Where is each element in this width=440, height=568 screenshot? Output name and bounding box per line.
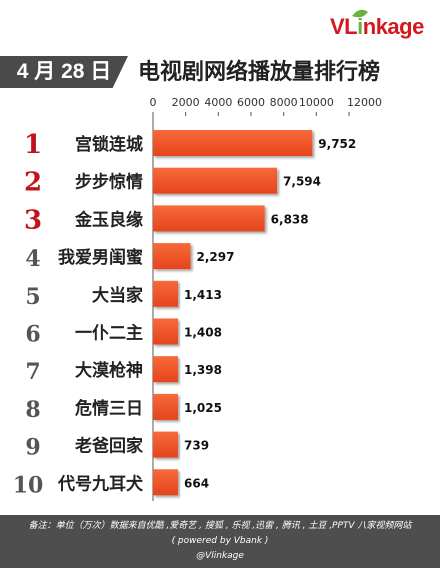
category-label: 一仆二主 [75,323,143,344]
x-tick-label: 12000 [347,96,382,109]
value-label: 1,398 [184,363,222,377]
rank-label: 5 [25,284,40,310]
x-tick-label: 2000 [172,96,200,109]
bar [153,393,178,420]
rank-label: 3 [24,205,42,235]
value-label: 1,025 [184,401,222,415]
rank-label: 4 [25,246,40,272]
category-label: 代号九耳犬 [57,473,144,494]
footer-credit: @Vlinkage [196,551,244,561]
rank-label: 1 [24,130,42,160]
bar [153,167,278,194]
value-label: 7,594 [283,175,321,189]
category-label: 宫锁连城 [75,134,143,155]
category-label: 大漠枪神 [75,360,143,381]
bar [153,205,265,232]
value-label: 2,297 [197,250,235,264]
category-label: 大当家 [92,285,143,306]
x-tick-label: 0 [150,96,157,109]
rank-label: 9 [25,435,40,461]
category-label: 步步惊情 [75,172,143,193]
logo-leaf-icon [352,9,368,18]
category-label: 老爸回家 [74,436,143,457]
bar [153,243,191,270]
value-label: 6,838 [271,212,309,226]
value-label: 1,408 [184,326,222,340]
rank-label: 8 [25,397,40,423]
date-banner: 4 月 28 日 [0,56,128,88]
category-label: 我爱男闺蜜 [58,247,143,268]
vlinkage-logo: VLinkage [330,6,440,50]
x-tick-label: 10000 [299,96,334,109]
rank-label: 6 [25,322,40,348]
rank-label: 10 [13,472,44,498]
x-tick-label: 8000 [270,96,298,109]
x-tick-label: 4000 [204,96,232,109]
footer-note: 备注：单位（万次）数据来自优酷 ,爱奇艺 , 搜狐 , 乐视 ,迅雷 , 腾讯 … [28,521,412,531]
bar [153,431,178,458]
chart-title: 电视剧网络播放量排行榜 [138,60,381,85]
footer: 备注：单位（万次）数据来自优酷 ,爱奇艺 , 搜狐 , 乐视 ,迅雷 , 腾讯 … [0,515,440,568]
bar [153,280,178,307]
bar [153,130,313,156]
bar-chart: 0 2000 4000 6000 8000 10000 12000 1 宫锁连城 9,752 2 步… [13,96,382,501]
value-label: 739 [184,439,209,453]
value-label: 664 [184,476,209,490]
bar [153,469,178,496]
category-label: 金玉良缘 [74,209,143,230]
value-label: 1,413 [184,288,222,302]
footer-powered: ( powered by Vbank ) [171,536,269,546]
rank-label: 2 [24,168,42,198]
logo-wordmark: VLinkage [330,14,424,39]
value-label: 9,752 [318,137,356,151]
rank-label: 7 [25,359,40,385]
category-label: 危情三日 [74,398,143,419]
bar [153,318,178,345]
bar [153,356,178,383]
x-tick-label: 6000 [237,96,265,109]
